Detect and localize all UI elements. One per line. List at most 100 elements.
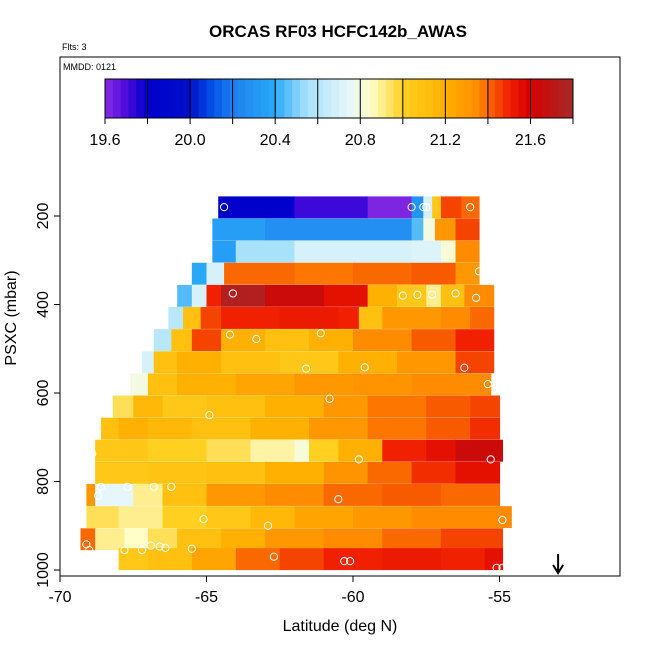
sample-point	[96, 482, 106, 491]
sample-point	[137, 545, 147, 555]
colorbar-tick-label: 20.8	[345, 132, 376, 149]
heatmap-cell	[323, 395, 369, 418]
colorbar-swatch	[151, 79, 160, 118]
heatmap-cell	[440, 484, 501, 506]
colorbar	[104, 78, 574, 124]
colorbar-swatch	[144, 79, 153, 118]
heatmap-cell	[133, 484, 164, 506]
heatmap-cell	[440, 307, 471, 329]
sample-point	[225, 330, 235, 339]
y-axis: 200 400 600 800 1000	[35, 203, 60, 588]
colorbar-swatch	[557, 79, 566, 118]
x-axis-label: Latitude (deg N)	[283, 618, 398, 635]
sample-point	[474, 267, 484, 276]
heatmap-cell	[426, 395, 471, 418]
colorbar-swatch	[541, 79, 550, 118]
sample-points	[82, 203, 507, 572]
heatmap-cell	[440, 240, 457, 263]
sample-point	[155, 542, 164, 551]
sample-point	[407, 203, 416, 212]
colorbar-swatch	[502, 79, 511, 118]
y-axis-label: PSXC (mbar)	[3, 270, 20, 365]
colorbar-swatch	[214, 79, 223, 118]
sample-point	[123, 482, 132, 491]
sample-point	[219, 203, 229, 212]
heatmap-cell	[470, 373, 492, 396]
date-label: MMDD: 0121	[63, 62, 116, 72]
colorbar-swatch	[198, 79, 207, 118]
sample-point	[428, 290, 437, 299]
colorbar-tick-label: 19.6	[89, 132, 120, 149]
colorbar-swatch	[331, 79, 340, 118]
heatmap-cell	[294, 196, 369, 219]
sample-point	[340, 557, 349, 566]
heatmap-cell	[112, 395, 134, 418]
colorbar-frame	[104, 78, 574, 119]
heatmap-cell	[323, 528, 383, 551]
sample-point	[228, 289, 237, 298]
sample-point	[466, 203, 475, 212]
colorbar-swatch	[487, 79, 496, 118]
sample-point	[334, 495, 343, 504]
colorbar-swatch	[370, 79, 379, 118]
heatmap-cell	[118, 548, 149, 571]
sample-point	[316, 329, 325, 338]
heatmap-cell	[470, 307, 495, 329]
heatmap-cell	[382, 307, 442, 329]
heatmap-cell	[162, 395, 208, 418]
sample-point	[422, 203, 431, 212]
heatmap-cell	[265, 484, 325, 506]
colorbar-swatch	[385, 79, 394, 118]
heatmap-cell	[440, 196, 463, 219]
heatmap-cell	[367, 395, 427, 418]
colorbar-swatch	[229, 79, 238, 118]
colorbar-swatch	[440, 79, 449, 118]
heatmap-cell	[177, 373, 237, 396]
x-tick-label: -70	[48, 589, 71, 606]
heatmap-cell	[470, 417, 501, 440]
heatmap-cell	[440, 548, 486, 571]
heatmap-cell	[455, 329, 495, 352]
sample-point	[360, 363, 369, 372]
colorbar-swatch	[565, 79, 574, 118]
heatmap-cell	[353, 262, 413, 285]
colorbar-tick-label: 20.0	[175, 132, 206, 149]
heatmap-cell	[191, 284, 208, 307]
down-arrow-icon	[552, 564, 564, 575]
sample-point	[413, 290, 422, 299]
heatmap-cell	[118, 417, 149, 440]
colorbar-ticks: 19.6 20.0 20.4 20.8 21.2 21.6	[89, 132, 546, 149]
heatmap-cell	[426, 284, 442, 307]
heatmap-cell	[279, 351, 339, 374]
heatmap-cell	[101, 417, 120, 440]
sample-point	[199, 515, 208, 524]
heatmap-cell	[221, 351, 281, 374]
heatmap-cell	[191, 417, 252, 440]
heatmap-cell	[382, 484, 442, 506]
colorbar-swatch	[190, 79, 199, 118]
heatmap-cell	[265, 218, 413, 241]
sample-point	[483, 380, 492, 389]
plot-frame	[59, 56, 621, 577]
heatmap-cell	[294, 373, 354, 396]
heatmap-cell	[235, 548, 281, 571]
heatmap-cell	[206, 439, 252, 462]
heatmap-cell	[171, 329, 193, 352]
heatmap-cell	[250, 506, 295, 529]
heatmap	[80, 196, 512, 571]
sample-point	[354, 455, 363, 464]
heatmap-cell	[309, 417, 369, 440]
heatmap-cell	[235, 373, 295, 396]
colorbar-swatch	[120, 79, 129, 118]
colorbar-swatch	[159, 79, 168, 118]
sample-point	[451, 289, 460, 298]
colorbar-tick-label: 20.4	[260, 132, 291, 149]
sample-point	[263, 521, 273, 530]
heatmap-cell	[183, 307, 202, 329]
heatmap-cell	[455, 439, 504, 462]
heatmap-cell	[323, 461, 369, 484]
heatmap-cell	[147, 439, 208, 462]
colorbar-swatch	[253, 79, 262, 118]
heatmap-cell	[177, 284, 193, 307]
heatmap-cell	[177, 528, 222, 551]
